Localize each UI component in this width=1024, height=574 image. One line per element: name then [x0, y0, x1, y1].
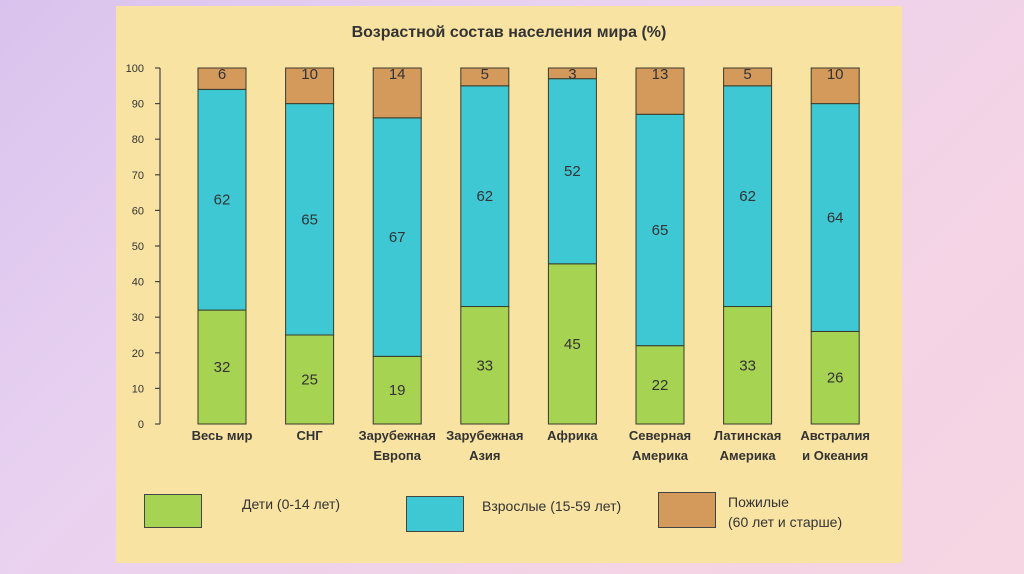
category-label: Азия	[469, 448, 500, 463]
data-label: 6	[218, 66, 226, 83]
y-tick-label: 20	[132, 348, 144, 360]
data-label: 62	[739, 188, 756, 205]
category-label: Северная	[629, 428, 691, 443]
legend-label-children: Дети (0-14 лет)	[242, 496, 341, 512]
category-label: Америка	[632, 448, 689, 463]
data-label: 62	[476, 188, 493, 205]
bar-segment	[285, 67, 335, 105]
bar-segment	[372, 117, 422, 357]
category-label: Зарубежная	[446, 428, 523, 443]
bar-segment	[197, 67, 247, 90]
y-tick-label: 60	[132, 205, 144, 217]
data-label: 5	[481, 66, 489, 83]
chart-title: Возрастной состав населения мира (%)	[351, 24, 667, 41]
data-label: 19	[389, 382, 406, 399]
legend-label-elderly: Пожилые (60 лет и старше)	[728, 494, 843, 530]
legend-item-children: Дети (0-14 лет)	[144, 494, 340, 528]
bar-segment	[810, 330, 860, 425]
data-label: 3	[568, 66, 576, 83]
data-label: 22	[652, 377, 669, 394]
bar-segment	[635, 67, 685, 115]
data-label: 10	[827, 66, 844, 83]
data-label: 33	[739, 357, 756, 374]
chart-panel: Возрастной состав населения мира (%) 0 10…	[116, 6, 902, 563]
bar-segment	[372, 67, 422, 119]
category-label: Африка	[547, 428, 598, 443]
category-label: и Океания	[802, 448, 868, 463]
data-label: 32	[214, 359, 231, 376]
y-tick-label: 30	[132, 312, 144, 324]
data-label: 26	[827, 370, 844, 387]
bar-segment	[723, 306, 773, 425]
y-tick-label: 0	[138, 419, 144, 431]
bar-segment	[285, 334, 335, 425]
category-label: Латинская	[714, 428, 781, 443]
y-tick-label: 90	[132, 99, 144, 111]
bar-segment	[547, 67, 597, 80]
bar-segment	[723, 67, 773, 87]
bar-segment	[460, 85, 510, 308]
data-label: 45	[564, 336, 581, 353]
legend-swatch-children	[144, 494, 202, 528]
bar-segment	[460, 67, 510, 87]
data-label: 52	[564, 163, 581, 180]
legend-swatch-adults	[406, 496, 464, 532]
bar-segment	[372, 355, 422, 425]
y-tick-label: 50	[132, 241, 144, 253]
y-tick-label: 80	[132, 134, 144, 146]
y-tick-label: 40	[132, 277, 144, 289]
data-label: 64	[827, 210, 844, 227]
y-tick-label: 100	[126, 63, 144, 75]
category-label: Австралия	[800, 428, 870, 443]
legend-label-adults: Взрослые (15-59 лет)	[482, 498, 622, 514]
bar-segment	[635, 113, 685, 347]
data-label: 65	[301, 211, 318, 228]
bar-segment	[723, 85, 773, 308]
category-label: Америка	[720, 448, 777, 463]
data-label: 14	[389, 66, 406, 83]
category-label: Весь мир	[192, 428, 253, 443]
bar-segment	[460, 306, 510, 425]
bar-segment	[635, 345, 685, 425]
data-label: 25	[301, 372, 318, 389]
data-label: 33	[476, 357, 493, 374]
bar-segment	[547, 263, 597, 425]
category-label: Зарубежная	[359, 428, 436, 443]
category-label: СНГ	[297, 428, 324, 443]
data-label: 5	[743, 66, 751, 83]
data-label: 65	[652, 222, 669, 239]
y-tick-label: 70	[132, 170, 144, 182]
category-label: Европа	[373, 448, 421, 463]
legend-item-adults: Взрослые (15-59 лет)	[406, 496, 621, 532]
data-label: 67	[389, 229, 406, 246]
data-label: 62	[214, 192, 231, 209]
legend-swatch-elderly	[658, 492, 716, 528]
bar-segment	[810, 67, 860, 105]
bar-segment	[810, 103, 860, 332]
legend-item-elderly: Пожилые (60 лет и старше)	[658, 492, 842, 532]
y-tick-label: 10	[132, 383, 144, 395]
data-label: 13	[652, 66, 669, 83]
data-label: 10	[301, 66, 318, 83]
